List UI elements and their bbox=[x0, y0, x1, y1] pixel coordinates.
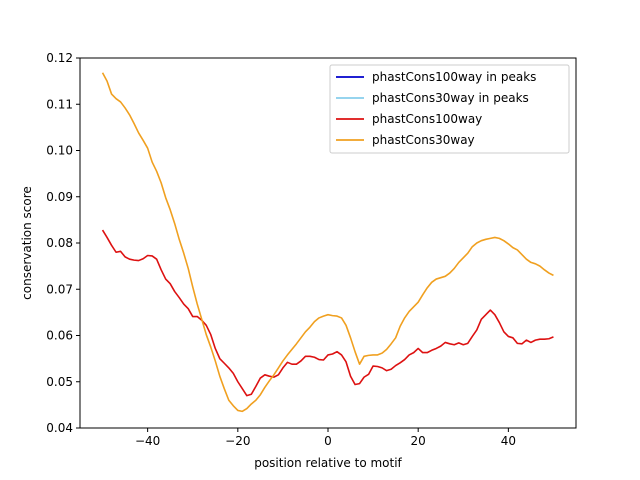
x-axis-label: position relative to motif bbox=[254, 456, 402, 470]
legend-box bbox=[329, 64, 570, 154]
y-tick-label: 0.09 bbox=[46, 190, 73, 204]
x-tick-label: 20 bbox=[411, 434, 426, 448]
series-line-phastcons30way bbox=[101, 72, 554, 413]
y-axis: 0.04 0.05 0.06 0.07 0.08 0.09 0.10 0.11 0.12 bbox=[46, 51, 80, 435]
y-tick-label: 0.06 bbox=[46, 329, 73, 343]
series-layer bbox=[101, 72, 554, 413]
y-tick-label: 0.04 bbox=[46, 421, 73, 435]
y-axis-label: conservation score bbox=[20, 186, 34, 300]
x-tick-label: −40 bbox=[135, 434, 160, 448]
y-tick-label: 0.08 bbox=[46, 236, 73, 250]
series-line-phastcons100way bbox=[101, 229, 554, 397]
x-tick-label: 40 bbox=[501, 434, 516, 448]
x-tick-label: −20 bbox=[225, 434, 250, 448]
y-tick-label: 0.10 bbox=[46, 144, 73, 158]
x-tick-label: 0 bbox=[324, 434, 332, 448]
y-tick-label: 0.11 bbox=[46, 97, 73, 111]
legend-label: phastCons30way in peaks bbox=[372, 91, 529, 105]
legend: phastCons100way in peaks phastCons30way i… bbox=[329, 64, 570, 154]
legend-label: phastCons100way in peaks bbox=[372, 70, 536, 84]
legend-label: phastCons30way bbox=[372, 133, 475, 147]
y-tick-label: 0.07 bbox=[46, 282, 73, 296]
legend-label: phastCons100way bbox=[372, 112, 482, 126]
x-axis: −40 −20 0 20 40 bbox=[135, 428, 516, 448]
y-tick-label: 0.05 bbox=[46, 375, 73, 389]
y-tick-label: 0.12 bbox=[46, 51, 73, 65]
